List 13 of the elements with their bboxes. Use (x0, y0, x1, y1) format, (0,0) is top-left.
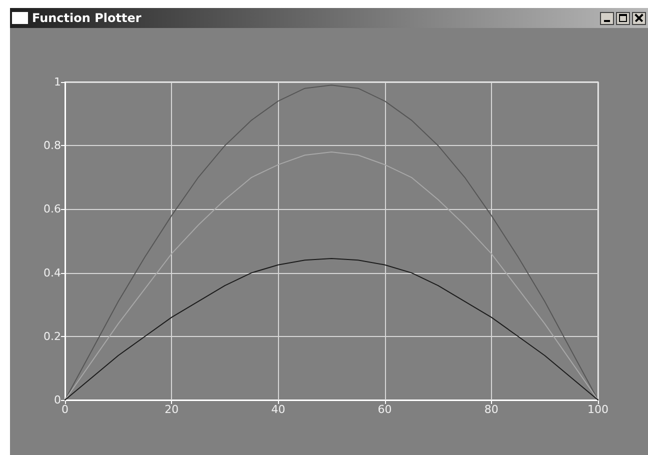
x-tick-label: 60 (378, 403, 392, 416)
y-tick-label: 0.2 (44, 330, 61, 343)
x-tick-label: 40 (271, 403, 286, 416)
x-tick-label: 80 (484, 403, 498, 416)
x-tick-label: 100 (588, 403, 608, 416)
y-tick-label: 0.4 (44, 266, 61, 280)
y-tick-label: 0.8 (44, 139, 61, 152)
chart-title: Function Plotter (32, 11, 142, 25)
y-tick-label: 1 (54, 76, 61, 88)
x-tick-label: 20 (164, 403, 179, 416)
y-tick-label: 0 (54, 394, 61, 406)
line-series (64, 84, 598, 400)
y-tick-label: 0.6 (44, 202, 61, 216)
